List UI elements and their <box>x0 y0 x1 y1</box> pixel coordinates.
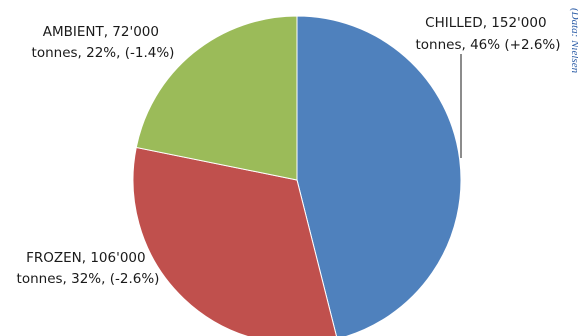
chilled-label: CHILLED, 152'000 tonnes, 46% (+2.6%) <box>415 15 560 53</box>
frozen-label-line2: tonnes, 32%, (-2.6%) <box>17 271 160 287</box>
pie-slices <box>132 15 462 336</box>
frozen-label: FROZEN, 106'000 tonnes, 32%, (-2.6%) <box>17 250 160 287</box>
slice-ambient <box>135 15 298 181</box>
slice-frozen <box>132 146 337 336</box>
ambient-label-line2: tonnes, 22%, (-1.4%) <box>32 45 175 61</box>
source-note: (Data: Nielsen <box>569 8 578 74</box>
chilled-label-line2: tonnes, 46% (+2.6%) <box>415 37 560 53</box>
ambient-label: AMBIENT, 72'000 tonnes, 22%, (-1.4%) <box>32 24 175 61</box>
chilled-label-line1: CHILLED, 152'000 <box>425 15 546 31</box>
ambient-label-line1: AMBIENT, 72'000 <box>43 24 159 40</box>
frozen-label-line1: FROZEN, 106'000 <box>26 250 145 266</box>
slice-chilled <box>296 15 462 336</box>
